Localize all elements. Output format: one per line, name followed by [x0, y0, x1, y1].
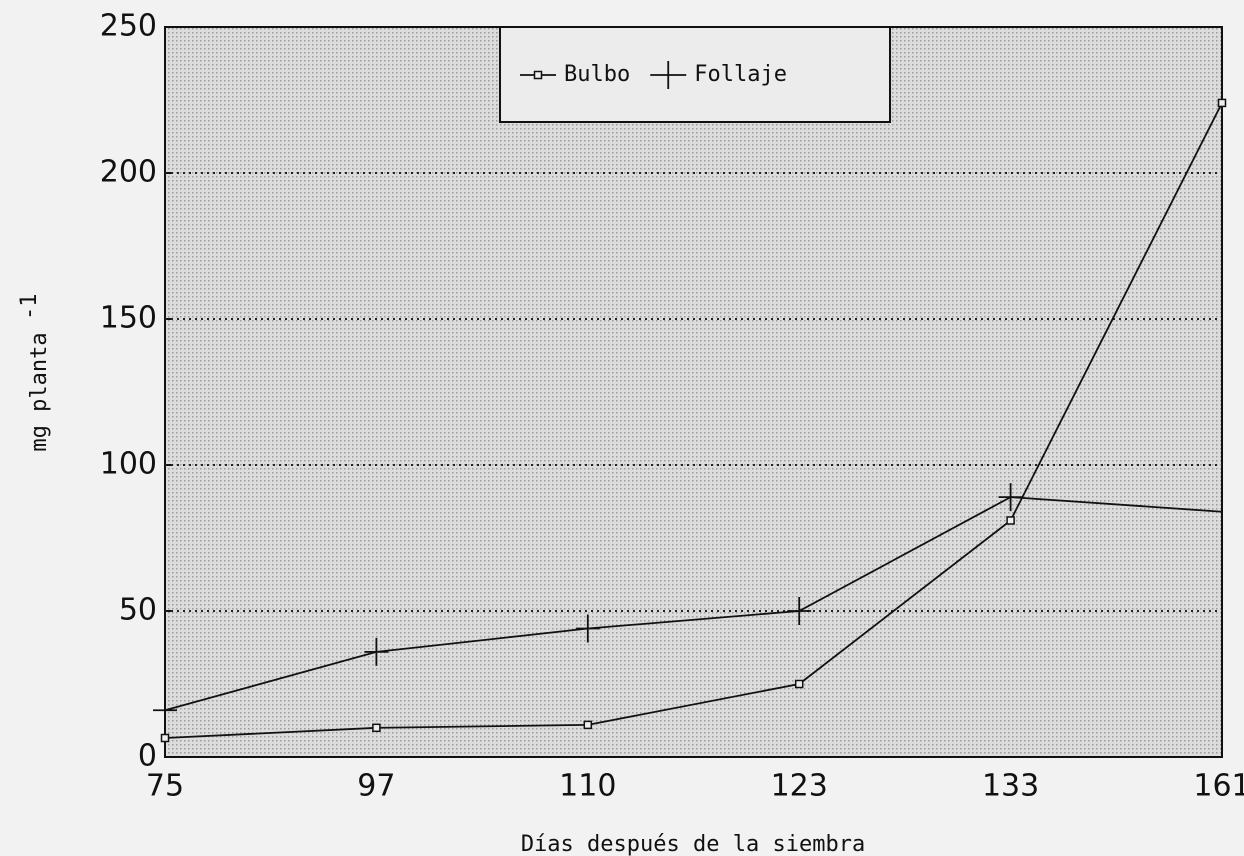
x-tick-label: 97: [357, 769, 395, 804]
plot-area: [164, 26, 1223, 758]
x-tick-label: 75: [146, 769, 184, 804]
marker-square: [583, 720, 593, 730]
y-tick-label: 100: [100, 447, 157, 482]
marker-square: [372, 723, 381, 733]
y-tick-label: 150: [100, 301, 157, 336]
line-1: [164, 496, 1223, 712]
line-0: [164, 102, 1223, 739]
marker-square: [1006, 516, 1015, 525]
y-axis-label-superscript: -1: [17, 294, 42, 321]
marker-plus: [575, 614, 600, 643]
marker-square: [1217, 98, 1227, 108]
x-tick-label: 110: [559, 769, 616, 804]
y-axis-label-group: mg planta -1: [17, 294, 52, 452]
legend-box: [499, 26, 891, 123]
legend-label: Bulbo: [564, 62, 630, 87]
legend-label: Follaje: [694, 62, 787, 87]
marker-plus: [998, 483, 1023, 512]
y-tick-label: 50: [119, 593, 157, 628]
legend-marker: [533, 70, 543, 80]
x-axis-label: Días después de la siembra: [521, 832, 865, 856]
marker-plus: [153, 696, 177, 725]
y-tick-label: 0: [138, 739, 157, 774]
marker-plus: [364, 637, 389, 666]
x-tick-label: 133: [982, 769, 1039, 804]
y-tick-label: 200: [100, 155, 157, 190]
x-tick-label: 161: [1193, 769, 1244, 804]
marker-plus: [787, 597, 812, 625]
legend: Bulbo Follaje: [499, 26, 891, 123]
y-axis-label: mg planta: [27, 332, 52, 451]
marker-square: [794, 679, 804, 689]
marker-square: [160, 733, 170, 743]
y-tick-label: 250: [100, 9, 157, 44]
x-tick-label: 123: [771, 769, 828, 804]
